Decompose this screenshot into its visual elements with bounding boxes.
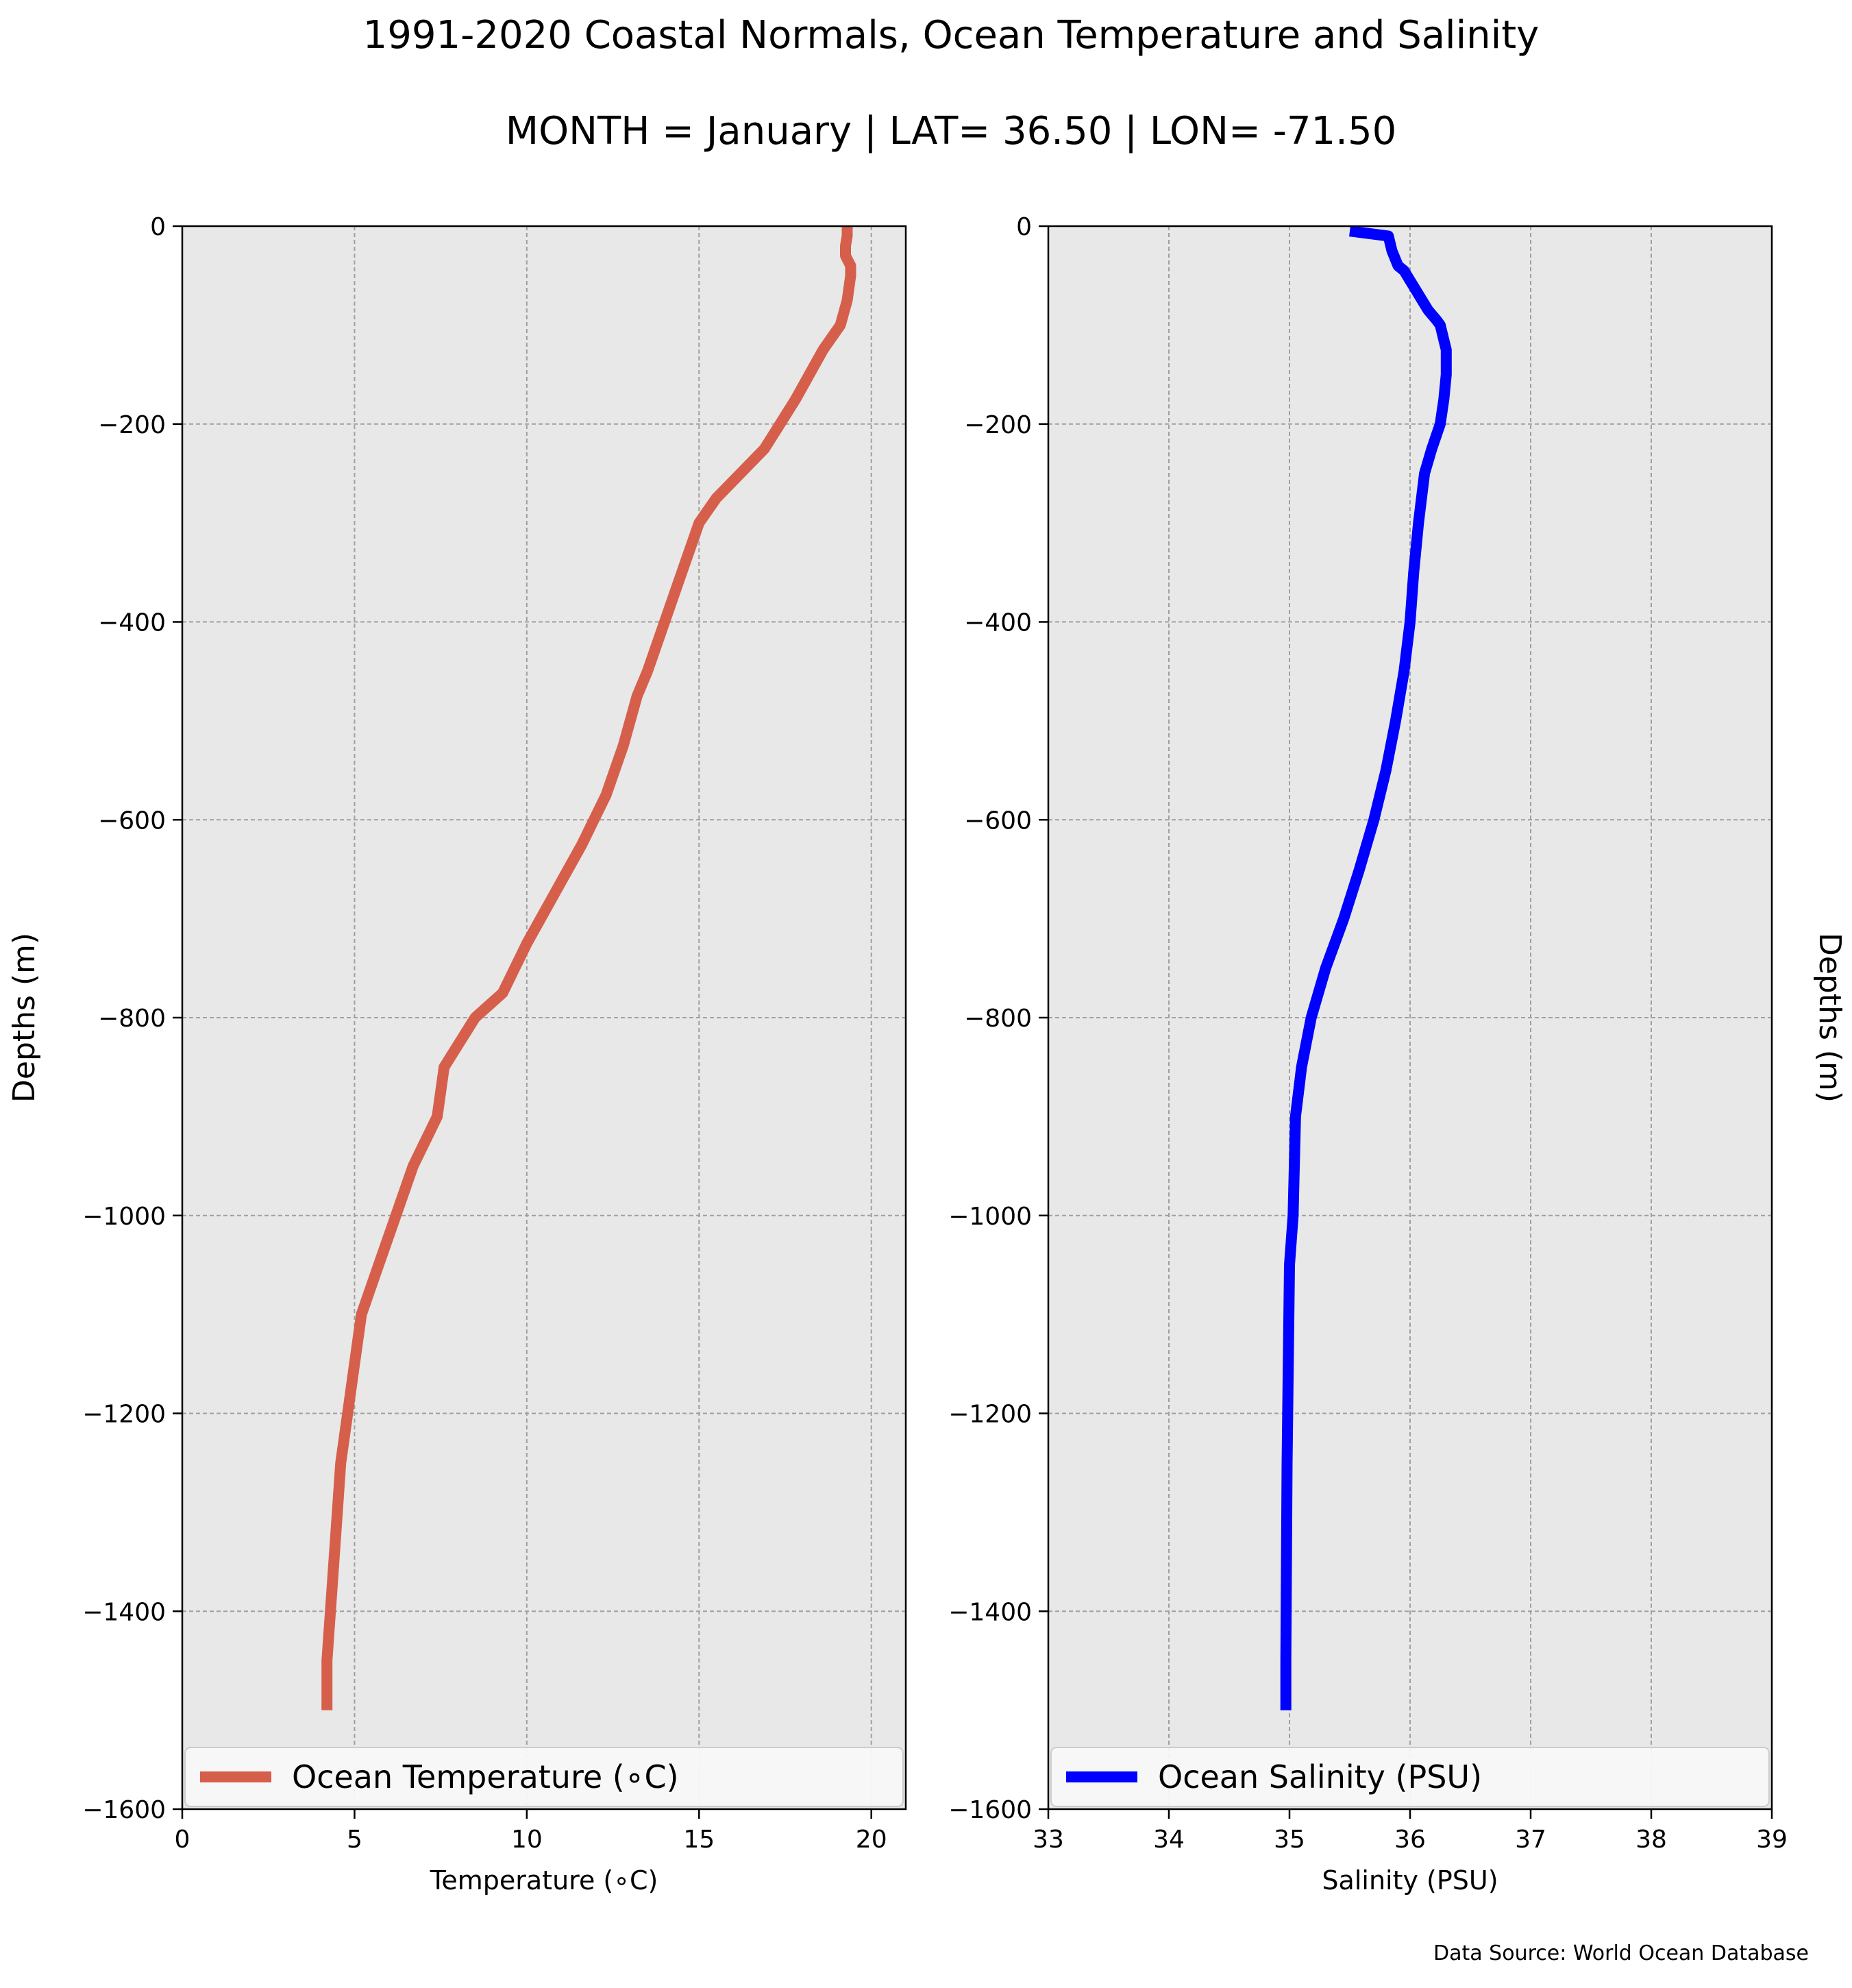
salinity-y-tick-label: −600: [964, 807, 1032, 835]
salinity-y-tick-label: −1600: [948, 1796, 1032, 1824]
salinity-legend-label: Ocean Salinity (PSU): [1158, 1758, 1482, 1795]
temperature-y-axis-label: Depths (m): [7, 933, 42, 1103]
temperature-y-tick-label: −1000: [82, 1203, 166, 1231]
salinity-y-tick-label: −400: [964, 609, 1032, 637]
salinity-legend: Ocean Salinity (PSU): [1050, 1747, 1770, 1807]
temperature-y-tick-label: −1200: [82, 1401, 166, 1429]
temperature-y-tick-label: −1400: [82, 1598, 166, 1626]
salinity-x-tick-label: 36: [1394, 1826, 1426, 1854]
temperature-legend-box: [184, 1747, 904, 1807]
temperature-ticks: 0 5 10 15 20 0 −200 −400 −600 −800 −1000 −1200 −1400…: [82, 213, 887, 1854]
salinity-ticks: 33 34 35 36 37 38 39 0 −200 −400 −600 −800 −1000 −120…: [948, 213, 1788, 1854]
temperature-x-tick-label: 15: [683, 1826, 715, 1854]
salinity-series-line: [1280, 225, 1452, 1710]
salinity-legend-box: [1050, 1747, 1770, 1807]
temperature-x-tick-label: 20: [856, 1826, 887, 1854]
temperature-y-tick-label: −800: [98, 1005, 166, 1033]
temperature-x-tick-label: 5: [347, 1826, 362, 1854]
temperature-series-line: [321, 226, 856, 1710]
salinity-axes-frame: [1047, 225, 1773, 1811]
figure-subtitle: MONTH = January | LAT= 36.50 | LON= -71.…: [506, 109, 1396, 154]
temperature-plot-area: [182, 226, 906, 1809]
temperature-legend-label: Ocean Temperature (∘C): [292, 1758, 679, 1795]
temperature-y-tick-label: −200: [98, 411, 166, 439]
temperature-y-tick-label: −1600: [82, 1796, 166, 1824]
salinity-y-tick-label: −1400: [948, 1598, 1032, 1626]
temperature-axes-frame: [181, 225, 907, 1811]
temperature-legend: Ocean Temperature (∘C): [184, 1747, 904, 1807]
temperature-y-tick-label: 0: [150, 213, 166, 241]
figure-title: 1991-2020 Coastal Normals, Ocean Tempera…: [363, 13, 1540, 58]
temperature-x-tick-label: 0: [175, 1826, 190, 1854]
salinity-x-axis-label: Salinity (PSU): [1322, 1865, 1498, 1895]
salinity-x-tick-label: 35: [1274, 1826, 1305, 1854]
temperature-y-tick-label: −400: [98, 609, 166, 637]
salinity-y-tick-label: −1200: [948, 1401, 1032, 1429]
salinity-y-tick-label: −1000: [948, 1203, 1032, 1231]
salinity-x-tick-label: 39: [1756, 1826, 1788, 1854]
salinity-x-tick-label: 38: [1635, 1826, 1667, 1854]
salinity-y-tick-label: −200: [964, 411, 1032, 439]
salinity-y-tick-label: −800: [964, 1005, 1032, 1033]
salinity-x-tick-label: 34: [1153, 1826, 1185, 1854]
temperature-x-axis-label: Temperature (∘C): [430, 1865, 658, 1895]
salinity-panel: 33 34 35 36 37 38 39 0 −200 −400 −600 −800 −1000 −120…: [948, 213, 1847, 1895]
temperature-y-tick-label: −600: [98, 807, 166, 835]
salinity-x-tick-label: 37: [1515, 1826, 1546, 1854]
temperature-panel: 0 5 10 15 20 0 −200 −400 −600 −800 −1000 −1200 −1400…: [7, 213, 907, 1895]
salinity-y-axis-label: Depths (m): [1812, 933, 1847, 1103]
temperature-x-tick-label: 10: [511, 1826, 543, 1854]
salinity-x-tick-label: 33: [1033, 1826, 1064, 1854]
data-source-note: Data Source: World Ocean Database: [1433, 1941, 1809, 1965]
salinity-y-tick-label: 0: [1016, 213, 1032, 241]
